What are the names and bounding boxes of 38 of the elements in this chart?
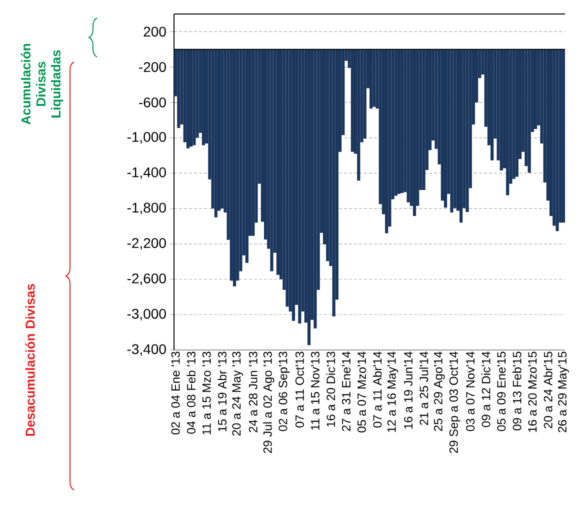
text: Acumulación Divisas Liquidadas <box>20 44 64 124</box>
x-tick-label: 09 a 12 Dic'14 <box>481 352 490 428</box>
y-tick-label: -200 <box>139 62 166 72</box>
y-tick-label: -1,400 <box>127 167 166 179</box>
text: Desacumulación Divisas <box>25 284 35 436</box>
x-tick-label: 29 Sep a 03 Oct'14 <box>449 352 460 453</box>
x-tick-label: 29 Jul a 02 Ago '13 <box>263 352 274 453</box>
x-tick-label: 07 a 11 Oct'13 <box>295 352 304 428</box>
y-tick-label: -3,400 <box>127 344 166 356</box>
x-tick-label: 12 a 16 May'14 <box>387 352 398 432</box>
x-tick-label: 20 a 24 May '13 <box>232 352 244 436</box>
x-tick-label: 27 a 31 Ene'14 <box>342 352 350 431</box>
x-tick-label: 24 a 28 Jun '13 <box>248 352 258 432</box>
y-tick-label: -1,000 <box>127 132 166 144</box>
x-tick-label: 02 a 06 Sep'13 <box>278 352 290 432</box>
y-tick-label: 200 <box>144 26 166 37</box>
x-tick-label: 26 a 29 May'15 <box>558 352 569 432</box>
x-tick-label: 11 a 15 Nov'13 <box>310 352 320 430</box>
x-tick-label: 16 a 19 Jun'14 <box>404 352 413 429</box>
x-tick-label: 15 a 19 Abr '13 <box>218 352 226 432</box>
x-tick-label: 04 a 08 Feb '13 <box>186 352 196 434</box>
x-tick-label: 11 a 15 Mzo '13 <box>202 352 211 434</box>
y-tick-label: -2,200 <box>127 238 166 250</box>
x-tick-label: 05 a 09 Ene'15 <box>497 352 506 432</box>
x-tick-label: 21 a 25 Jul'14 <box>419 352 428 425</box>
x-tick-label: 16 a 20 Dic'13 <box>326 352 336 427</box>
y-tick-label: -1,800 <box>127 202 166 214</box>
x-tick-label: 03 a 07 Nov'14 <box>466 352 475 432</box>
x-tick-label: 02 a 04 Ene '13 <box>171 352 180 434</box>
y-tick-label: -600 <box>139 97 166 108</box>
x-tick-label: 20 a 24 Abr'15 <box>544 352 552 428</box>
x-tick-label: 05 a 07 Mzo'14 <box>358 352 366 432</box>
y-tick-label: -2,600 <box>127 273 166 286</box>
x-tick-label: 09 a 13 Feb'15 <box>512 352 522 430</box>
x-tick-label: 16 a 20 Mzo'15 <box>528 352 537 432</box>
y-tick-label: -3,000 <box>127 308 166 320</box>
x-tick-label: 25 a 29 Ago'14 <box>434 352 445 431</box>
x-tick-label: 07 a 11 Abr'14 <box>372 352 382 428</box>
